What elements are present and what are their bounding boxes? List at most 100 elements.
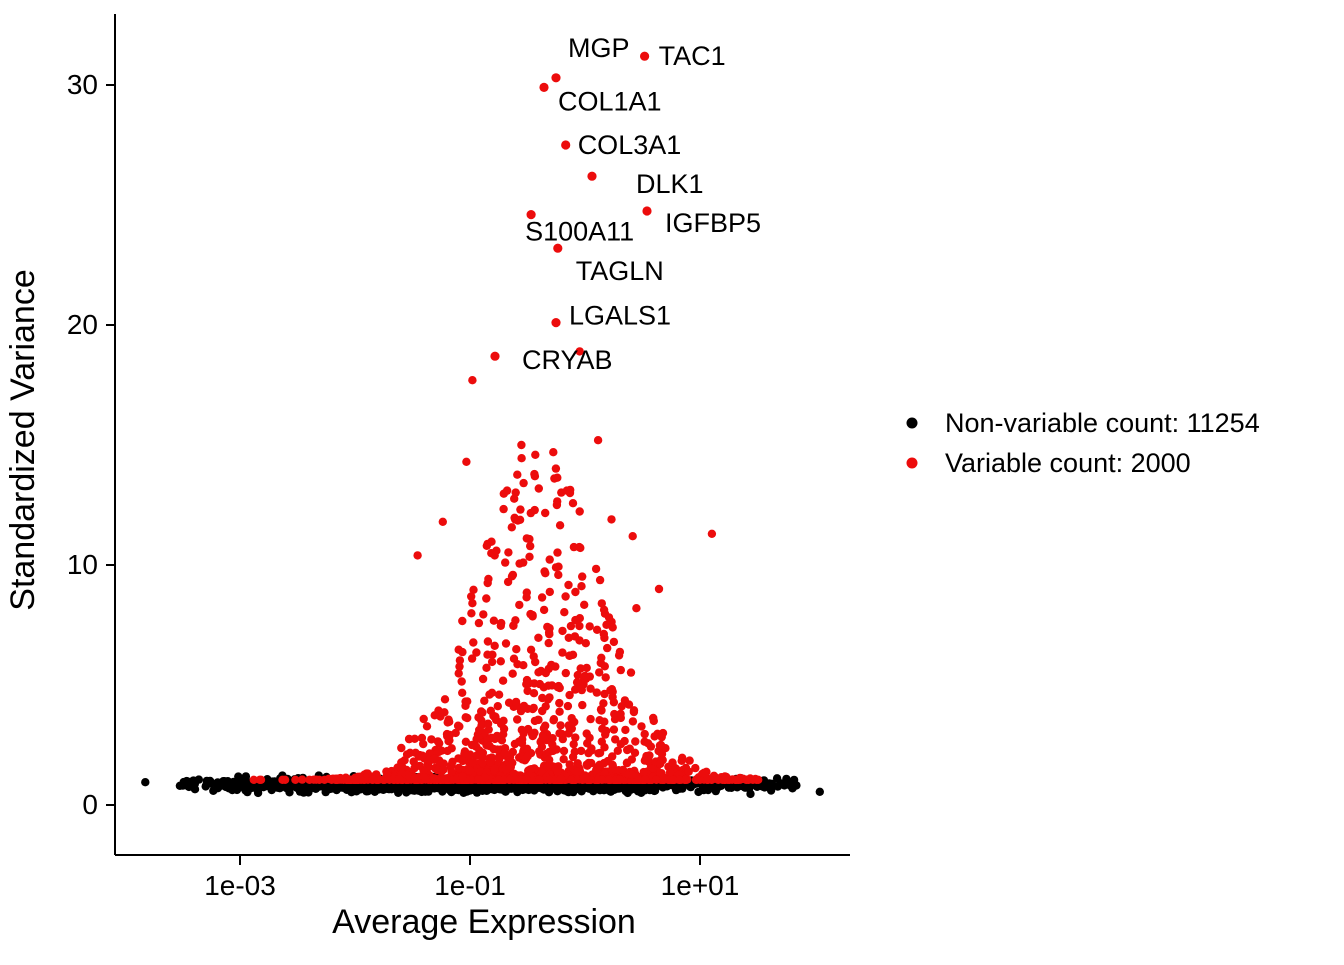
data-point xyxy=(181,777,191,787)
data-point xyxy=(627,770,637,779)
data-point xyxy=(554,570,563,580)
data-point xyxy=(527,765,536,774)
data-point xyxy=(640,51,650,61)
data-point xyxy=(530,716,540,726)
data-point xyxy=(630,748,640,757)
data-point xyxy=(545,775,554,784)
data-point xyxy=(490,734,500,744)
data-point xyxy=(586,714,595,724)
data-point xyxy=(463,713,472,723)
data-point xyxy=(538,783,547,792)
data-point xyxy=(489,784,499,793)
data-point xyxy=(190,779,199,789)
data-point xyxy=(538,733,548,742)
data-point xyxy=(545,630,554,639)
data-point xyxy=(627,755,636,764)
data-point xyxy=(635,783,644,792)
data-point xyxy=(789,781,798,790)
data-point xyxy=(581,639,590,648)
data-point xyxy=(575,542,584,552)
y-tick-label: 10 xyxy=(67,549,98,580)
data-point xyxy=(596,705,606,714)
gene-label-COL1A1: COL1A1 xyxy=(558,86,662,116)
data-point xyxy=(703,775,712,784)
data-point xyxy=(658,728,668,738)
data-point xyxy=(555,683,564,693)
data-point xyxy=(478,674,488,684)
data-point xyxy=(422,722,432,731)
data-point xyxy=(550,474,559,483)
data-point xyxy=(507,572,517,581)
data-point xyxy=(280,775,290,784)
data-point xyxy=(607,515,616,524)
data-point xyxy=(448,757,457,766)
data-point xyxy=(515,600,524,610)
x-tick-label: 1e-01 xyxy=(434,870,506,901)
legend-label-non-variable: Non-variable count: 11254 xyxy=(945,408,1260,438)
data-point xyxy=(487,657,497,667)
data-point xyxy=(379,783,389,792)
data-point xyxy=(623,788,632,798)
data-point xyxy=(619,782,629,791)
data-point xyxy=(493,702,502,711)
data-point xyxy=(567,775,576,784)
data-point xyxy=(539,82,549,92)
data-point xyxy=(526,645,536,654)
data-point xyxy=(461,737,471,746)
data-point xyxy=(765,779,774,788)
data-point xyxy=(597,599,606,608)
data-point xyxy=(447,767,456,777)
data-point xyxy=(587,171,597,181)
data-point xyxy=(595,668,604,677)
data-point xyxy=(469,757,478,767)
data-point xyxy=(616,665,625,675)
data-point xyxy=(616,740,625,749)
data-point xyxy=(397,743,406,753)
data-point xyxy=(545,587,554,597)
data-point xyxy=(209,786,218,795)
data-point xyxy=(455,656,465,665)
data-point xyxy=(511,616,520,625)
data-point xyxy=(597,737,606,746)
data-point xyxy=(495,755,504,764)
x-tick-label: 1e+01 xyxy=(661,870,740,901)
data-point xyxy=(404,734,414,744)
data-point xyxy=(229,777,238,787)
data-point xyxy=(681,775,690,784)
data-point xyxy=(551,563,561,572)
data-point xyxy=(508,669,517,678)
data-point xyxy=(693,775,702,784)
data-point xyxy=(549,715,559,724)
data-point xyxy=(684,767,693,776)
data-point xyxy=(545,555,554,564)
data-point xyxy=(368,783,377,792)
data-point xyxy=(609,725,619,734)
data-point xyxy=(241,772,251,781)
data-point xyxy=(568,499,578,508)
data-point xyxy=(641,775,650,784)
data-point xyxy=(685,756,694,765)
data-point xyxy=(516,505,525,514)
data-point xyxy=(517,454,526,463)
data-point xyxy=(519,701,529,711)
data-point xyxy=(691,763,700,773)
data-point xyxy=(580,600,589,609)
data-point xyxy=(501,765,511,774)
data-point xyxy=(490,641,499,650)
data-point xyxy=(656,759,665,769)
data-point xyxy=(490,351,500,361)
data-point xyxy=(430,711,439,720)
data-point xyxy=(669,775,678,784)
data-point xyxy=(440,708,449,717)
data-point xyxy=(575,347,584,356)
data-point xyxy=(312,775,321,784)
data-point xyxy=(580,671,590,681)
data-point xyxy=(427,735,436,744)
data-point xyxy=(205,776,215,786)
data-point xyxy=(572,767,582,776)
data-point xyxy=(593,436,603,445)
data-point xyxy=(571,587,580,597)
data-point xyxy=(509,782,518,791)
gene-label-LGALS1: LGALS1 xyxy=(569,301,671,331)
data-point xyxy=(711,786,720,796)
